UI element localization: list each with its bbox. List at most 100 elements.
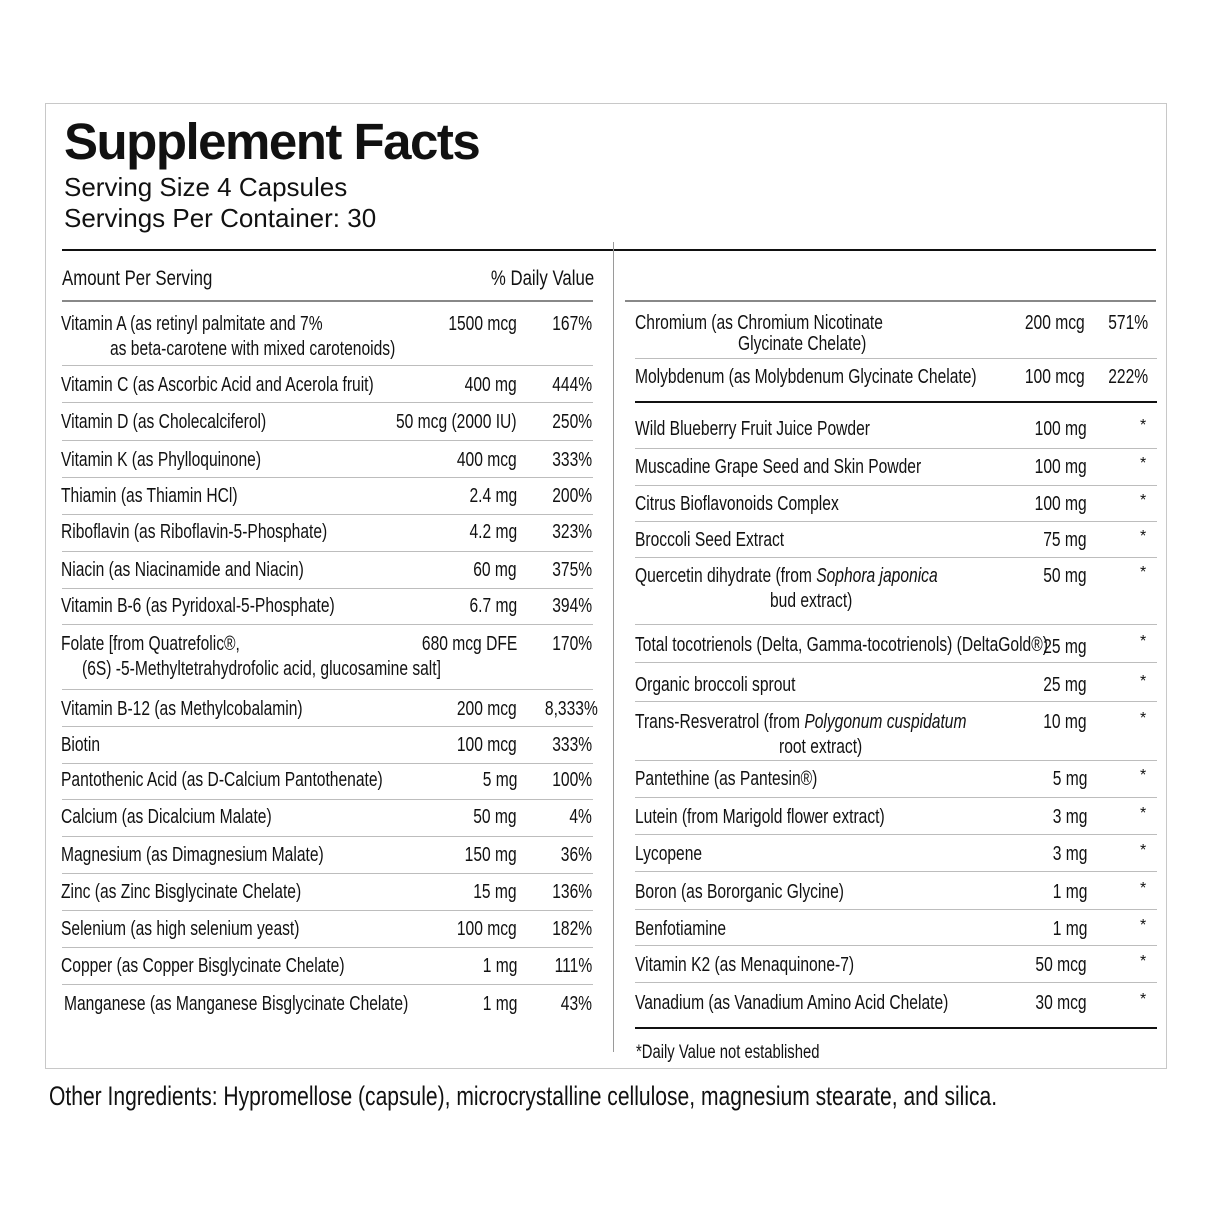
nutrient-daily-value: 136%: [552, 881, 592, 903]
row-divider: [635, 760, 1157, 761]
nutrient-amount: 200 mcg: [457, 698, 517, 720]
ingredient-daily-value: *: [1140, 953, 1147, 970]
ingredient-name-text: Benfotiamine: [635, 918, 727, 940]
nutrient-name: Vitamin D (as Cholecalciferol): [61, 411, 267, 433]
panel-title: Supplement Facts: [64, 113, 481, 170]
ingredient-name-continued: bud extract): [770, 590, 853, 612]
ingredient-name: Organic broccoli sprout: [635, 673, 795, 697]
header-rule-left: [62, 300, 593, 302]
ingredient-name-text: Citrus Bioflavonoids Complex: [635, 493, 839, 515]
row-divider: [62, 624, 593, 625]
supplement-facts-panel: [45, 103, 1167, 1069]
row-divider: [62, 477, 593, 478]
nutrient-name-continued: (6S) -5-Methyltetrahydrofolic acid, gluc…: [82, 658, 441, 680]
ingredient-daily-value: *: [1140, 492, 1147, 509]
row-divider: [635, 871, 1157, 872]
ingredient-name-text: Lycopene: [635, 843, 703, 865]
nutrient-name: Copper (as Copper Bisglycinate Chelate): [61, 955, 345, 977]
nutrient-amount: 6.7 mg: [469, 595, 517, 617]
footnote: *Daily Value not established: [636, 1042, 820, 1063]
row-divider: [635, 701, 1157, 702]
ingredient-daily-value: *: [1140, 710, 1147, 727]
header-daily-value: % Daily Value: [490, 267, 594, 290]
row-divider: [635, 557, 1157, 558]
nutrient-amount: 50 mg: [473, 806, 517, 828]
nutrient-name: Vitamin K (as Phylloquinone): [61, 449, 262, 471]
row-divider: [635, 485, 1157, 486]
ingredient-name-continued: root extract): [779, 736, 863, 758]
nutrient-amount: 100 mcg: [457, 734, 517, 756]
nutrient-amount: 1 mg: [482, 955, 517, 977]
row-divider: [62, 947, 593, 948]
nutrient-amount: 100 mcg: [1025, 366, 1085, 388]
nutrient-daily-value: 394%: [552, 595, 592, 617]
ingredient-name: Citrus Bioflavonoids Complex: [635, 492, 839, 516]
nutrient-daily-value: 222%: [1108, 366, 1148, 388]
row-divider: [62, 402, 593, 403]
top-rule: [62, 249, 1156, 251]
nutrient-daily-value: 100%: [552, 769, 592, 791]
ingredient-amount: 5 mg: [1052, 768, 1087, 790]
ingredient-amount: 25 mg: [1043, 674, 1087, 696]
servings-per-container: Servings Per Container: 30: [64, 203, 377, 233]
nutrient-name-continued: as beta-carotene with mixed carotenoids): [110, 338, 396, 360]
nutrient-amount: 680 mcg DFE: [421, 633, 517, 655]
ingredient-name: Lycopene: [635, 842, 702, 866]
ingredient-daily-value: *: [1140, 633, 1147, 650]
nutrient-amount: 400 mcg: [457, 449, 517, 471]
nutrient-daily-value: 111%: [554, 955, 592, 977]
nutrient-amount: 1500 mcg: [448, 313, 517, 335]
nutrient-daily-value: 250%: [552, 411, 592, 433]
nutrient-amount: 15 mg: [473, 881, 517, 903]
ingredient-amount: 25 mg: [1043, 636, 1087, 658]
row-divider: [62, 984, 593, 985]
row-divider: [62, 836, 593, 837]
ingredient-name: Vanadium (as Vanadium Amino Acid Chelate…: [635, 991, 948, 1015]
nutrient-name: Pantothenic Acid (as D-Calcium Pantothen…: [61, 769, 383, 791]
ingredient-daily-value: *: [1140, 528, 1147, 545]
ingredient-name-text: Muscadine Grape Seed and Skin Powder: [635, 456, 922, 478]
nutrient-daily-value: 375%: [552, 559, 592, 581]
nutrient-name: Vitamin B-6 (as Pyridoxal-5-Phosphate): [61, 595, 335, 617]
row-divider: [635, 834, 1157, 835]
ingredient-daily-value: *: [1140, 417, 1147, 434]
nutrient-name: Vitamin A (as retinyl palmitate and 7%: [61, 313, 323, 335]
ingredient-name: Quercetin dihydrate (from Sophora japoni…: [635, 564, 938, 588]
other-ingredients: Other Ingredients: Hypromellose (capsule…: [49, 1081, 998, 1111]
ingredient-amount: 100 mg: [1034, 418, 1087, 440]
row-divider: [62, 689, 593, 690]
ingredient-daily-value: *: [1140, 805, 1147, 822]
ingredient-daily-value: *: [1140, 842, 1147, 859]
nutrient-daily-value: 43%: [560, 993, 592, 1015]
ingredient-name-text: Vitamin K2 (as Menaquinone-7): [635, 954, 855, 976]
ingredient-name: Total tocotrienols (Delta, Gamma-tocotri…: [635, 633, 1048, 657]
ingredient-name: Benfotiamine: [635, 917, 726, 941]
ingredient-daily-value: *: [1140, 767, 1147, 784]
nutrient-name: Magnesium (as Dimagnesium Malate): [61, 844, 324, 866]
nutrient-amount: 4.2 mg: [469, 521, 517, 543]
nutrient-daily-value: 36%: [560, 844, 592, 866]
ingredient-name: Muscadine Grape Seed and Skin Powder: [635, 455, 921, 479]
section-rule: [635, 401, 1157, 403]
nutrient-name: Chromium (as Chromium Nicotinate: [635, 312, 883, 334]
nutrient-name: Folate [from Quatrefolic®,: [61, 633, 240, 655]
ingredient-name-text: Vanadium (as Vanadium Amino Acid Chelate…: [635, 992, 949, 1014]
nutrient-name: Vitamin B-12 (as Methylcobalamin): [61, 698, 303, 720]
ingredient-name-text: Boron (as Bororganic Glycine): [635, 881, 844, 903]
ingredient-amount: 75 mg: [1043, 529, 1087, 551]
nutrient-name: Calcium (as Dicalcium Malate): [61, 806, 272, 828]
row-divider: [635, 797, 1157, 798]
ingredient-name-text: Broccoli Seed Extract: [635, 529, 785, 551]
row-divider: [635, 358, 1157, 359]
ingredient-name: Vitamin K2 (as Menaquinone-7): [635, 953, 854, 977]
nutrient-name: Manganese (as Manganese Bisglycinate Che…: [64, 993, 409, 1015]
nutrient-name: Riboflavin (as Riboflavin-5-Phosphate): [61, 521, 328, 543]
nutrient-name: Molybdenum (as Molybdenum Glycinate Chel…: [635, 366, 977, 388]
header-rule-right: [625, 300, 1156, 302]
ingredient-name: Pantethine (as Pantesin®): [635, 767, 817, 791]
nutrient-daily-value: 571%: [1108, 312, 1148, 334]
row-divider: [62, 763, 593, 764]
ingredient-amount: 50 mg: [1043, 565, 1087, 587]
nutrient-daily-value: 333%: [552, 734, 592, 756]
ingredient-daily-value: *: [1140, 673, 1147, 690]
